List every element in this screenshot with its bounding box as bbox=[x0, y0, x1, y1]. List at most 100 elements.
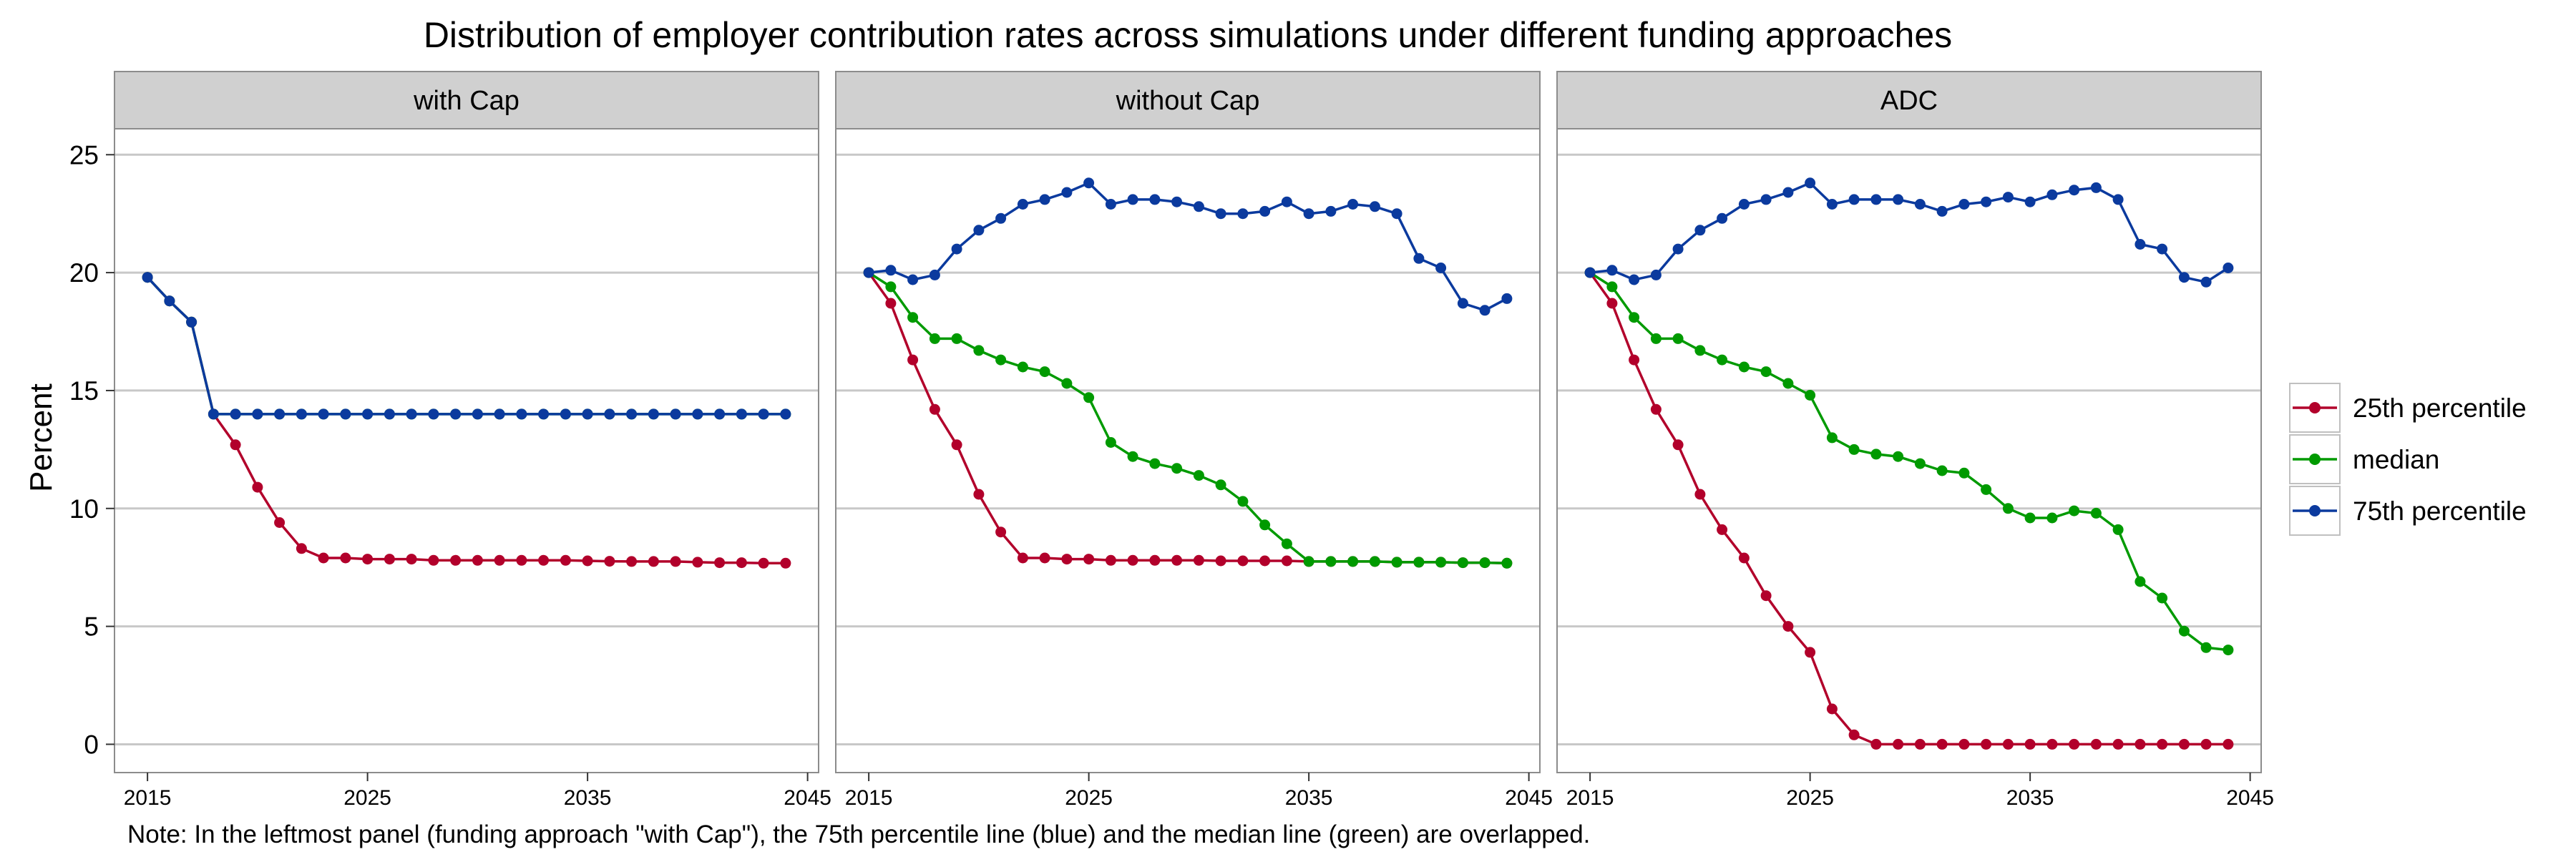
data-point bbox=[582, 555, 593, 567]
data-point bbox=[2178, 625, 2190, 637]
data-point bbox=[1848, 444, 1860, 455]
data-point bbox=[1435, 263, 1447, 273]
data-point bbox=[1325, 556, 1337, 567]
data-point bbox=[1738, 552, 1750, 564]
data-point bbox=[1760, 366, 1772, 378]
data-point bbox=[626, 408, 638, 420]
data-point bbox=[2024, 196, 2036, 207]
data-point bbox=[2069, 185, 2080, 196]
data-point bbox=[1717, 212, 1728, 224]
data-point bbox=[560, 554, 571, 566]
data-point bbox=[995, 354, 1007, 366]
data-point bbox=[736, 408, 747, 420]
legend-key-marker bbox=[2309, 454, 2321, 465]
data-point bbox=[516, 408, 527, 420]
data-point bbox=[1914, 199, 1926, 210]
data-point bbox=[929, 269, 940, 280]
data-point bbox=[1281, 196, 1292, 207]
data-point bbox=[1149, 194, 1161, 205]
data-point bbox=[1936, 465, 1948, 476]
data-point bbox=[340, 552, 351, 564]
data-point bbox=[494, 408, 505, 420]
data-point bbox=[1237, 555, 1249, 567]
data-point bbox=[362, 554, 374, 565]
x-tick-label: 2045 bbox=[784, 786, 831, 810]
data-point bbox=[1958, 738, 1970, 750]
data-point bbox=[2046, 738, 2058, 750]
data-point bbox=[1347, 556, 1359, 567]
data-point bbox=[1105, 554, 1116, 566]
data-point bbox=[1629, 274, 1640, 285]
legend: 25th percentile median 75th percentile bbox=[2289, 383, 2527, 536]
x-tick-label: 2045 bbox=[2226, 786, 2274, 810]
data-point bbox=[1215, 208, 1226, 220]
data-point bbox=[2069, 505, 2080, 516]
data-point bbox=[1457, 298, 1468, 309]
data-point bbox=[2112, 194, 2124, 205]
data-point bbox=[230, 408, 241, 420]
data-point bbox=[362, 408, 374, 420]
data-point bbox=[2157, 243, 2168, 255]
series-25th-percentile bbox=[1584, 267, 2234, 750]
data-point bbox=[1584, 267, 1596, 278]
data-point bbox=[1391, 557, 1402, 568]
series-75th-percentile bbox=[142, 272, 791, 420]
data-point bbox=[274, 517, 286, 528]
data-point bbox=[1893, 194, 1904, 205]
data-point bbox=[208, 408, 219, 420]
data-point bbox=[1061, 554, 1073, 565]
data-point bbox=[1237, 496, 1249, 507]
data-point bbox=[1717, 354, 1728, 366]
data-point bbox=[1435, 557, 1447, 568]
data-point bbox=[538, 554, 550, 566]
x-tick-label: 2015 bbox=[124, 786, 172, 810]
data-point bbox=[885, 298, 897, 309]
chart-title: Distribution of employer contribution ra… bbox=[424, 15, 1952, 55]
data-point bbox=[1782, 187, 1794, 198]
series-median bbox=[1584, 267, 2234, 656]
data-point bbox=[1606, 298, 1618, 309]
data-point bbox=[1061, 378, 1073, 389]
data-point bbox=[1017, 552, 1028, 564]
data-point bbox=[340, 408, 351, 420]
data-point bbox=[1672, 333, 1684, 344]
data-point bbox=[384, 554, 395, 565]
data-point bbox=[929, 333, 940, 344]
legend-key-marker bbox=[2309, 402, 2321, 413]
data-point bbox=[1083, 177, 1095, 189]
data-point bbox=[2046, 189, 2058, 200]
data-point bbox=[472, 554, 483, 566]
data-point bbox=[929, 403, 940, 415]
data-point bbox=[1981, 484, 1992, 495]
data-point bbox=[670, 556, 681, 567]
data-point bbox=[1237, 208, 1249, 220]
data-point bbox=[1694, 225, 1706, 236]
data-point bbox=[186, 316, 197, 328]
data-point bbox=[296, 408, 307, 420]
data-point bbox=[973, 345, 985, 356]
data-point bbox=[907, 354, 919, 366]
y-tick-label: 10 bbox=[69, 494, 99, 524]
x-tick-label: 2015 bbox=[1566, 786, 1614, 810]
data-point bbox=[1958, 199, 1970, 210]
data-point bbox=[1259, 555, 1271, 567]
x-tick-label: 2035 bbox=[1285, 786, 1333, 810]
legend-item: 75th percentile bbox=[2289, 486, 2527, 536]
data-point bbox=[1149, 554, 1161, 566]
data-point bbox=[1127, 194, 1138, 205]
data-point bbox=[2002, 192, 2014, 203]
data-point bbox=[2002, 738, 2014, 750]
data-point bbox=[1149, 458, 1161, 469]
data-point bbox=[758, 408, 769, 420]
data-point bbox=[2090, 182, 2102, 193]
data-point bbox=[1760, 590, 1772, 602]
data-point bbox=[1193, 201, 1204, 212]
data-point bbox=[582, 408, 593, 420]
data-point bbox=[1826, 432, 1838, 444]
data-point bbox=[758, 557, 769, 569]
data-point bbox=[2090, 507, 2102, 519]
x-tick-label: 2045 bbox=[1505, 786, 1553, 810]
data-point bbox=[714, 557, 726, 569]
data-point bbox=[1325, 205, 1337, 217]
